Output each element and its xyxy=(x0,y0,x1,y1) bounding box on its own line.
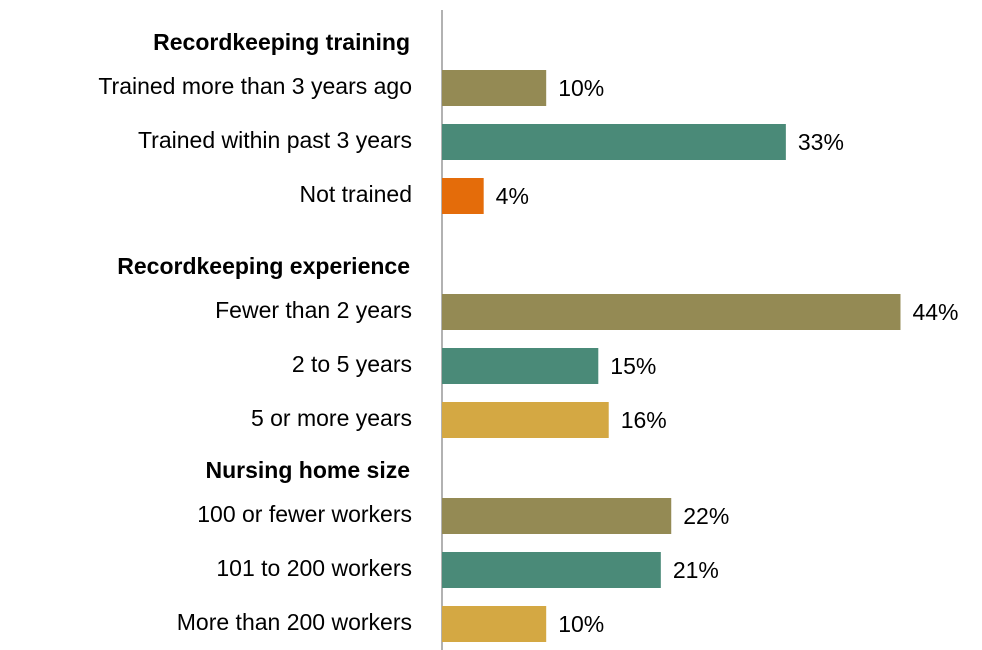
category-label: Not trained xyxy=(299,181,412,207)
bar xyxy=(442,498,672,534)
bar xyxy=(442,70,547,106)
bar xyxy=(442,124,786,160)
bar xyxy=(442,552,661,588)
value-label: 33% xyxy=(798,129,844,155)
category-label: 2 to 5 years xyxy=(292,351,412,377)
value-label: 10% xyxy=(558,75,604,101)
bar xyxy=(442,606,547,642)
value-label: 22% xyxy=(683,503,729,529)
value-label: 15% xyxy=(610,353,656,379)
group-title: Recordkeeping experience xyxy=(117,253,410,279)
value-label: 10% xyxy=(558,611,604,637)
group-title: Recordkeeping training xyxy=(153,29,410,55)
value-label: 4% xyxy=(496,183,529,209)
value-label: 16% xyxy=(621,407,667,433)
value-label: 44% xyxy=(912,299,958,325)
category-label: 100 or fewer workers xyxy=(197,501,412,527)
category-label: Fewer than 2 years xyxy=(215,297,412,323)
bar xyxy=(442,178,484,214)
group-title: Nursing home size xyxy=(206,457,410,483)
bar xyxy=(442,294,901,330)
bar xyxy=(442,402,609,438)
category-label: 101 to 200 workers xyxy=(216,555,412,581)
bar xyxy=(442,348,599,384)
category-label: Trained within past 3 years xyxy=(138,127,412,153)
value-label: 21% xyxy=(673,557,719,583)
category-label: 5 or more years xyxy=(251,405,412,431)
category-label: More than 200 workers xyxy=(177,609,412,635)
category-label: Trained more than 3 years ago xyxy=(98,73,412,99)
